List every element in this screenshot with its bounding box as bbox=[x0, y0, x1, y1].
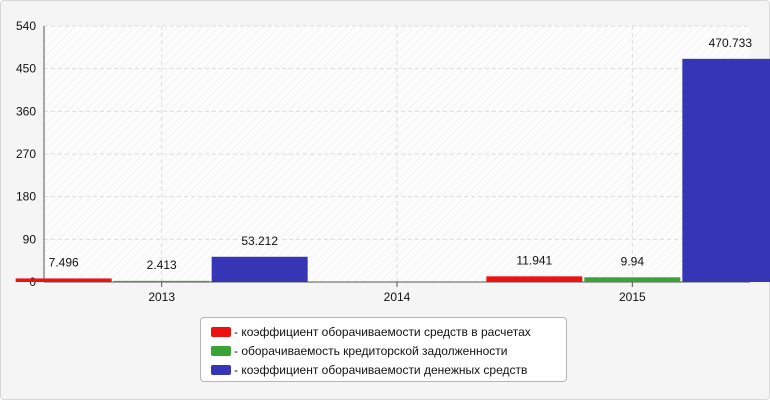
bar bbox=[682, 58, 770, 282]
data-label: 7.496 bbox=[49, 255, 79, 269]
axes: 090180270360450540201320142015 bbox=[16, 19, 750, 304]
y-tick-label: 450 bbox=[16, 62, 36, 76]
y-tick-label: 180 bbox=[16, 190, 36, 204]
y-tick-label: 90 bbox=[23, 232, 37, 246]
y-tick-label: 360 bbox=[16, 104, 36, 118]
x-tick-label: 2015 bbox=[619, 290, 646, 304]
x-tick-label: 2013 bbox=[148, 290, 175, 304]
legend-label: - оборачиваемость кредиторской задолженн… bbox=[234, 343, 508, 358]
y-tick-label: 270 bbox=[16, 147, 36, 161]
legend-item: - коэффициент оборачиваемости денежных с… bbox=[211, 360, 566, 379]
grid-lines bbox=[44, 25, 750, 282]
legend-label: - коэффициент оборачиваемости средств в … bbox=[234, 324, 531, 339]
legend-swatch-green bbox=[211, 345, 231, 356]
data-label: 53.212 bbox=[241, 234, 278, 248]
data-label: 470.733 bbox=[709, 36, 753, 50]
legend-label: - коэффициент оборачиваемости денежных с… bbox=[234, 362, 528, 377]
legend-item: - оборачиваемость кредиторской задолженн… bbox=[211, 341, 566, 360]
bar bbox=[486, 276, 583, 282]
data-label: 11.941 bbox=[516, 253, 552, 267]
y-tick-label: 540 bbox=[16, 19, 36, 33]
legend-swatch-red bbox=[211, 326, 231, 337]
legend-swatch-blue bbox=[211, 364, 231, 375]
data-labels: 7.496 2.413 53.212 11.941 9.94 470.733 bbox=[49, 36, 753, 272]
bars bbox=[15, 58, 770, 282]
legend: - коэффициент оборачиваемости средств в … bbox=[200, 317, 567, 382]
x-tick-label: 2014 bbox=[384, 290, 411, 304]
bar bbox=[113, 280, 210, 282]
data-label: 2.413 bbox=[147, 258, 177, 272]
data-label: 9.94 bbox=[621, 254, 645, 268]
bar bbox=[211, 256, 308, 282]
bar bbox=[15, 278, 112, 282]
bar bbox=[584, 277, 681, 282]
legend-item: - коэффициент оборачиваемости средств в … bbox=[211, 322, 566, 341]
